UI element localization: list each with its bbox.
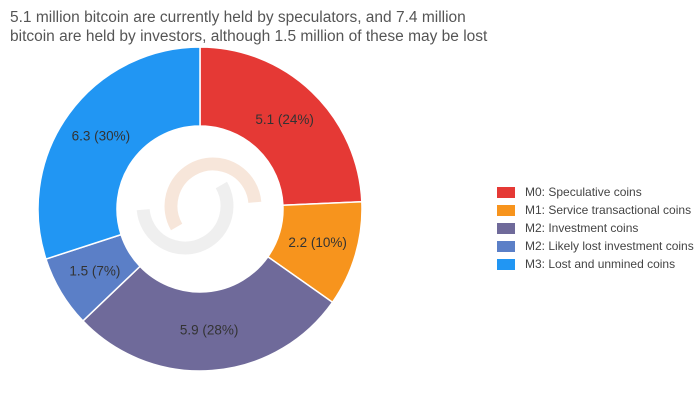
slice-labels: 5.1 (24%) 2.2 (10%) 5.9 (28%) 1.5 (7%) 6.3 (… (69, 112, 347, 338)
slice-label-m2-investment-coins: 5.9 (28%) (180, 323, 239, 338)
legend-swatch (497, 222, 515, 234)
legend-swatch (497, 240, 515, 252)
slice-m0-speculative-coins (199, 46, 363, 207)
legend-item-m1-service-transactional-coins: M1: Service transactional coins (497, 201, 694, 219)
slice-m2-investment-coins (81, 255, 334, 372)
legend-label: M0: Speculative coins (525, 185, 642, 199)
chart-title-line-2: bitcoin are held by investors, although … (10, 28, 488, 45)
slice-label-m0-speculative-coins: 5.1 (24%) (255, 112, 314, 127)
slice-m3-lost-and-unmined-coins (37, 46, 201, 261)
chart-title-line-1: 5.1 million bitcoin are currently held b… (10, 9, 466, 26)
legend-item-m0-speculative-coins: M0: Speculative coins (497, 183, 694, 201)
legend-swatch (497, 186, 515, 198)
legend: M0: Speculative coins M1: Service transac… (497, 183, 694, 273)
slice-label-m1-service-transactional-coins: 2.2 (10%) (288, 235, 347, 250)
slice-label-m2-likely-lost-investment-coins: 1.5 (7%) (69, 263, 120, 278)
chart-title: 5.1 million bitcoin are currently held b… (10, 8, 530, 46)
center-logo (136, 157, 262, 255)
legend-label: M2: Investment coins (525, 221, 639, 235)
legend-swatch (497, 204, 515, 216)
legend-item-m2-investment-coins: M2: Investment coins (497, 219, 694, 237)
legend-swatch (497, 258, 515, 270)
legend-label: M3: Lost and unmined coins (525, 257, 676, 271)
legend-label: M2: Likely lost investment coins (525, 239, 694, 253)
legend-item-m3-lost-and-unmined-coins: M3: Lost and unmined coins (497, 255, 694, 273)
legend-label: M1: Service transactional coins (525, 203, 692, 217)
donut-slices (37, 46, 363, 372)
legend-item-m2-likely-lost-investment-coins: M2: Likely lost investment coins (497, 237, 694, 255)
slice-label-m3-lost-and-unmined-coins: 6.3 (30%) (72, 129, 131, 144)
